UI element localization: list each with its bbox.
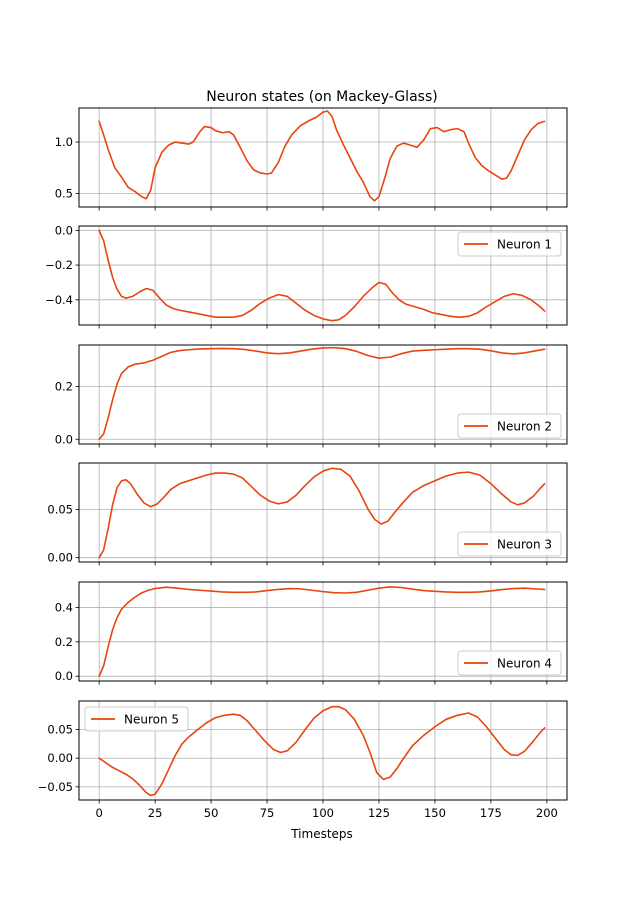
- legend: Neuron 5: [84, 706, 189, 732]
- y-tick-label: 0.00: [47, 551, 73, 565]
- axes-frame: [78, 225, 568, 326]
- y-tick-label: 0.0: [55, 432, 73, 446]
- legend-label: Neuron 3: [497, 538, 552, 552]
- axes-frame: [78, 107, 568, 208]
- x-tick-label: 25: [148, 806, 163, 820]
- subplot-4: 0.00 0.05 Neuron 3: [47, 462, 568, 566]
- axes-frame: [78, 581, 568, 682]
- x-tick-label: 175: [480, 806, 502, 820]
- legend-label: Neuron 4: [497, 657, 552, 671]
- x-tick-label: 200: [536, 806, 558, 820]
- legend-box: [457, 531, 562, 557]
- y-tick-label: 0.2: [55, 380, 73, 394]
- y-tick-label: −0.05: [38, 780, 73, 794]
- legend: Neuron 4: [457, 650, 562, 676]
- x-axis-label: Timesteps: [290, 827, 353, 841]
- series-line-1: [98, 110, 546, 202]
- axes-frame: [78, 700, 568, 801]
- y-tick-label: 0.4: [55, 600, 73, 614]
- series-line-6: [98, 705, 546, 797]
- legend-label: Neuron 1: [497, 238, 552, 252]
- legend-box: [457, 650, 562, 676]
- x-tick-label: 125: [368, 806, 390, 820]
- legend-label: Neuron 5: [124, 713, 179, 727]
- legend: Neuron 2: [457, 413, 562, 439]
- axes-frame: [78, 462, 568, 563]
- subplot-5: 0.0 0.2 0.4 Neuron 4: [55, 581, 568, 685]
- y-tick-label: −0.4: [45, 293, 73, 307]
- legend: Neuron 3: [457, 531, 562, 557]
- series-line-3: [98, 346, 546, 441]
- series-line-5: [98, 586, 546, 677]
- legend-box: [457, 231, 562, 257]
- legend: Neuron 1: [457, 231, 562, 257]
- x-tick-label: 75: [260, 806, 275, 820]
- legend-box: [457, 413, 562, 439]
- y-tick-label: 0.2: [55, 635, 73, 649]
- y-tick-label: −0.2: [45, 258, 73, 272]
- y-tick-label: 0.00: [47, 751, 73, 765]
- y-tick-label: 0.0: [55, 669, 73, 683]
- subplot-2: 0.0 −0.2 −0.4 Neuron 1: [45, 223, 568, 329]
- subplot-6: 0 25 50 75 100 125 150 175 200 0.05 0.00 −0.05 Neuro…: [38, 700, 568, 820]
- x-tick-label: 50: [204, 806, 219, 820]
- axes-frame: [78, 344, 568, 445]
- x-tick-label: 0: [95, 806, 102, 820]
- series-line-2: [98, 229, 546, 322]
- legend-label: Neuron 2: [497, 420, 552, 434]
- x-tick-label: 150: [424, 806, 446, 820]
- y-tick-label: 0.05: [47, 503, 73, 517]
- subplot-3: 0.0 0.2 Neuron 2: [55, 344, 568, 448]
- y-tick-label: 0.0: [55, 223, 73, 237]
- chart-title: Neuron states (on Mackey-Glass): [206, 89, 437, 105]
- legend-box: [84, 706, 189, 732]
- y-tick-label: 0.5: [55, 187, 73, 201]
- series-line-4: [98, 467, 546, 559]
- subplot-1: 0.5 1.0: [55, 107, 568, 211]
- y-tick-label: 0.05: [47, 723, 73, 737]
- x-tick-label: 100: [312, 806, 334, 820]
- y-tick-label: 1.0: [55, 135, 73, 149]
